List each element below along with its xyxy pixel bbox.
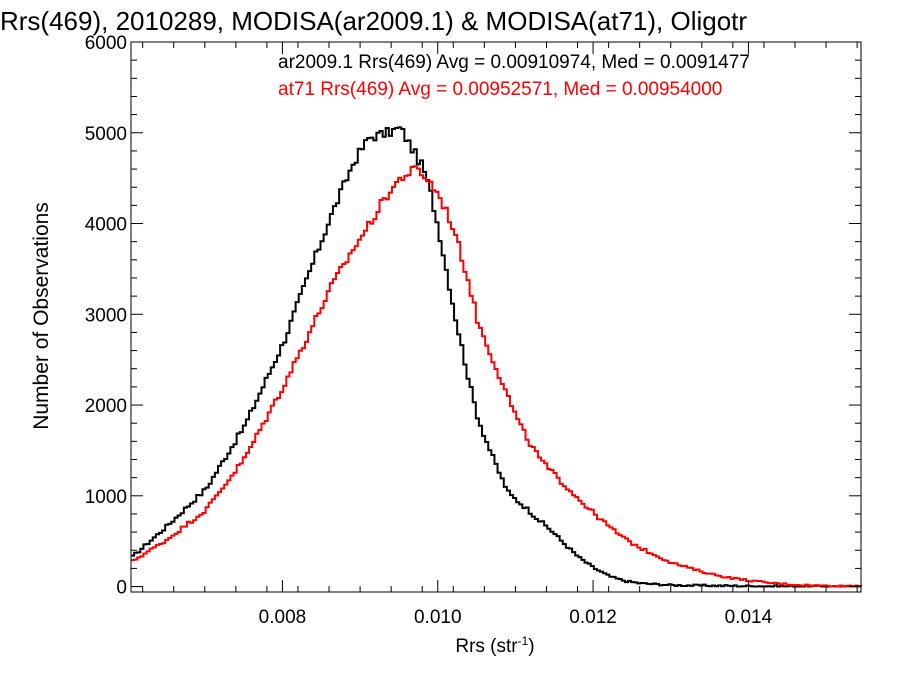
- y-axis-label: Number of Observations: [30, 202, 53, 430]
- y-tick-label: 0: [116, 578, 127, 599]
- y-tick-label: 5000: [85, 124, 127, 145]
- x-tick-label: 0.008: [259, 607, 307, 628]
- y-tick-label: 1000: [85, 487, 127, 508]
- x-axis-label-end: ): [528, 636, 534, 657]
- y-tick-label: 6000: [85, 33, 127, 54]
- x-axis-label-main: Rrs (str: [455, 636, 518, 657]
- chart-title: Rrs(469), 2010289, MODISA(ar2009.1) & MO…: [0, 6, 747, 36]
- x-tick-label: 0.010: [414, 607, 462, 628]
- plot-frame: [130, 41, 862, 593]
- x-tick-label: 0.014: [725, 607, 773, 628]
- x-axis-label-superscript: -1: [518, 634, 529, 648]
- y-tick-label: 2000: [85, 396, 127, 417]
- legend-annotation-ar2009: ar2009.1 Rrs(469) Avg = 0.00910974, Med …: [278, 52, 750, 73]
- x-axis-label: Rrs (str-1): [455, 634, 534, 657]
- y-tick-label: 4000: [85, 215, 127, 236]
- series-layer: [131, 126, 862, 588]
- series-line-ar2009: [131, 126, 862, 588]
- legend-annotation-at71: at71 Rrs(469) Avg = 0.00952571, Med = 0.…: [278, 79, 722, 100]
- x-tick-label: 0.012: [569, 607, 617, 628]
- axis-layer: 0.008 0.010 0.012 0.014 0 1000 2000 3000 4000 500…: [85, 33, 861, 628]
- y-tick-label: 3000: [85, 305, 127, 326]
- series-line-at71: [131, 165, 861, 588]
